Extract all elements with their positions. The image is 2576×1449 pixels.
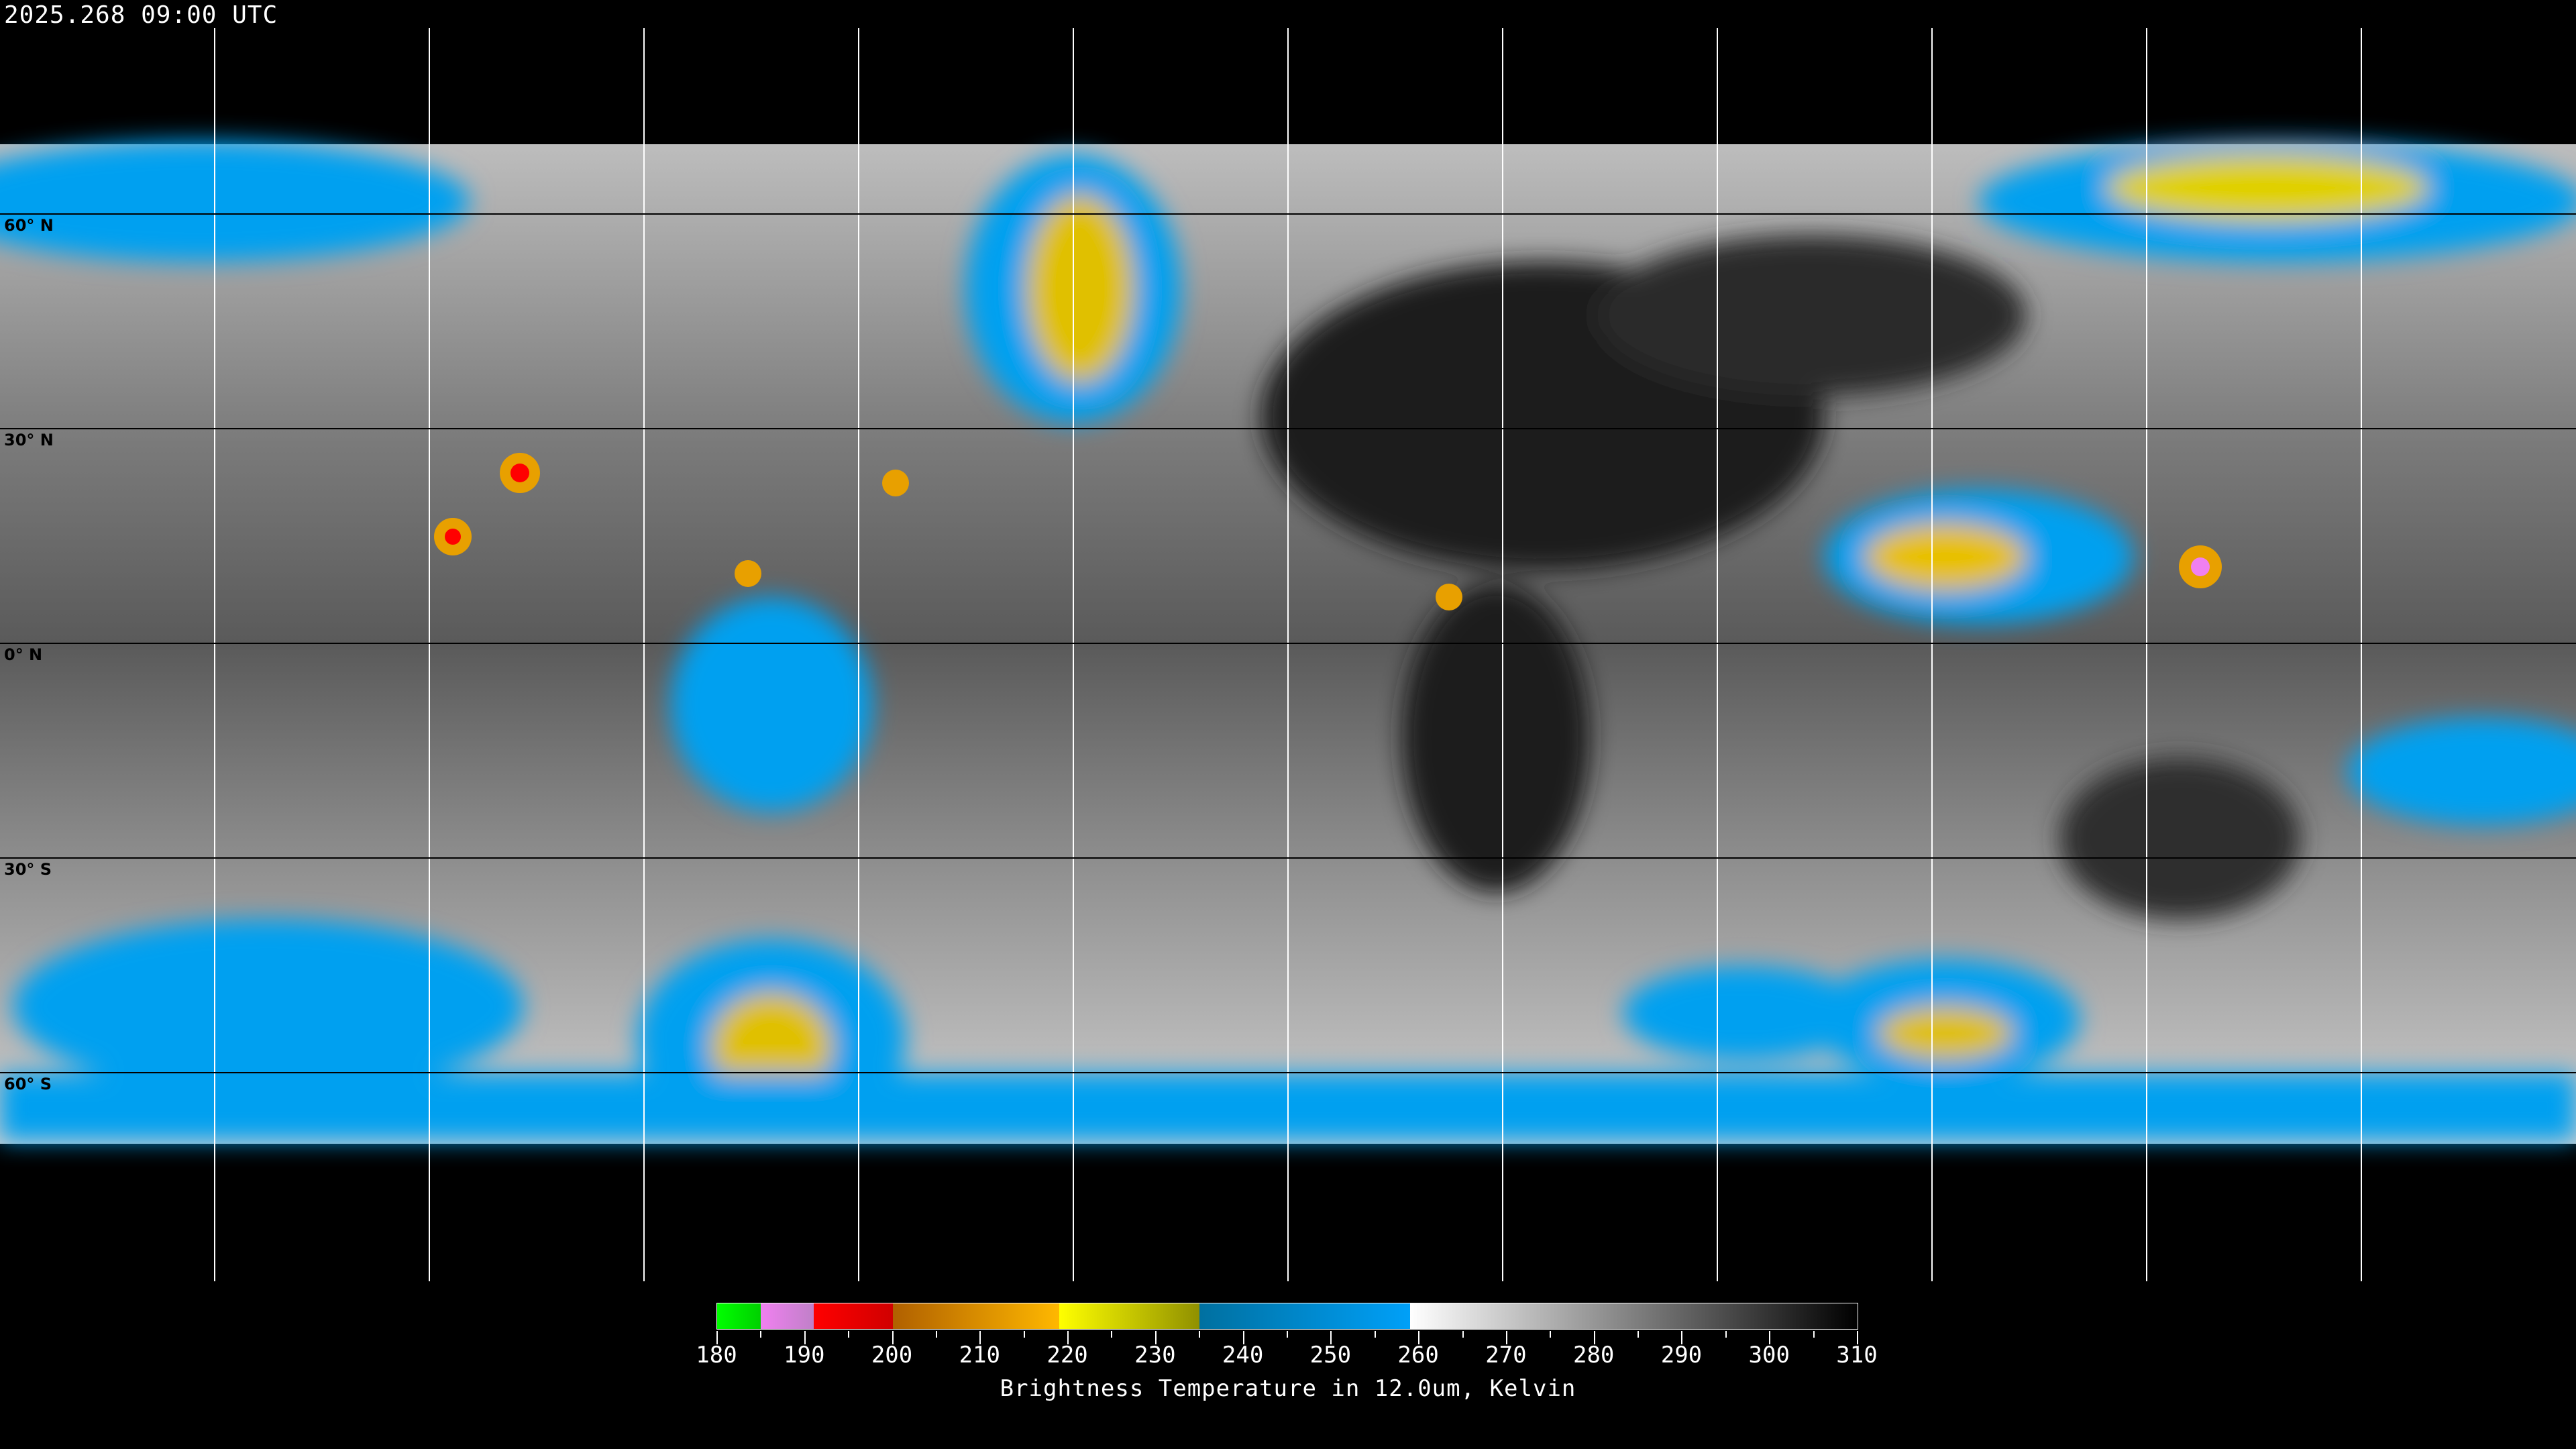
lat-label-60n: 60° N <box>4 216 54 235</box>
colorbar-tick <box>979 1331 981 1344</box>
colorbar-tick-label: 290 <box>1660 1342 1703 1368</box>
colorbar-tick <box>892 1331 894 1344</box>
timestamp-title: 2025.268 09:00 UTC <box>4 1 278 29</box>
colorbar-tick-label: 280 <box>1572 1342 1615 1368</box>
colorbar <box>716 1303 1858 1330</box>
colorbar-segment <box>813 1303 893 1329</box>
colorbar-tick <box>1067 1331 1069 1344</box>
colorbar-title: Brightness Temperature in 12.0um, Kelvin <box>1000 1375 1576 1402</box>
colorbar-tick <box>1638 1331 1640 1338</box>
lat-label-30s: 30° S <box>4 860 52 879</box>
colorbar-tick <box>1505 1331 1507 1344</box>
colorbar-segment <box>1059 1303 1200 1329</box>
colorbar-tick-label: 180 <box>696 1342 737 1368</box>
colorbar-tick <box>1023 1331 1025 1338</box>
colorbar-tick <box>1155 1331 1157 1344</box>
colorbar-tick <box>1681 1331 1683 1344</box>
colorbar-tick-label: 240 <box>1222 1342 1264 1368</box>
lat-label-60s: 60° S <box>4 1075 52 1093</box>
colorbar-tick-label: 250 <box>1309 1342 1352 1368</box>
colorbar-tick-label: 220 <box>1046 1342 1088 1368</box>
colorbar-tick <box>716 1331 718 1344</box>
colorbar-segment <box>761 1303 814 1329</box>
colorbar-tick <box>1330 1331 1332 1344</box>
colorbar-tick <box>848 1331 850 1338</box>
colorbar-tick-label: 300 <box>1748 1342 1790 1368</box>
colorbar-tick <box>1199 1331 1201 1338</box>
colorbar-tick-label: 190 <box>784 1342 825 1368</box>
colorbar-tick <box>1462 1331 1464 1338</box>
colorbar-tick <box>1769 1331 1771 1344</box>
lat-label-0n: 0° N <box>4 645 43 664</box>
colorbar-tick <box>804 1331 806 1344</box>
lat-lon-grid[interactable] <box>0 28 2576 1281</box>
satellite-map <box>0 28 2576 1281</box>
colorbar-tick <box>1857 1331 1858 1344</box>
colorbar-segment <box>1199 1303 1411 1329</box>
colorbar-segment <box>717 1303 761 1329</box>
colorbar-tick-label: 270 <box>1485 1342 1527 1368</box>
colorbar-tick <box>1725 1331 1727 1338</box>
colorbar-tick-label: 230 <box>1134 1342 1176 1368</box>
colorbar-tick <box>1111 1331 1113 1338</box>
colorbar-tick <box>760 1331 762 1338</box>
colorbar-tick <box>1593 1331 1595 1344</box>
colorbar-tick <box>1418 1331 1420 1344</box>
colorbar-tick-label: 310 <box>1836 1342 1878 1368</box>
colorbar-tick <box>935 1331 937 1338</box>
colorbar-tick <box>1242 1331 1244 1344</box>
colorbar-tick <box>1813 1331 1815 1338</box>
colorbar-tick <box>1287 1331 1288 1338</box>
colorbar-tick-label: 200 <box>871 1342 913 1368</box>
colorbar-tick-label: 210 <box>959 1342 1000 1368</box>
storm-cells <box>434 453 2222 610</box>
colorbar-segment <box>892 1303 1059 1329</box>
colorbar-segment <box>1410 1303 1858 1329</box>
colorbar-tick-label: 260 <box>1397 1342 1439 1368</box>
lat-label-30n: 30° N <box>4 431 54 449</box>
colorbar-tick <box>1374 1331 1376 1338</box>
colorbar-tick <box>1550 1331 1552 1338</box>
